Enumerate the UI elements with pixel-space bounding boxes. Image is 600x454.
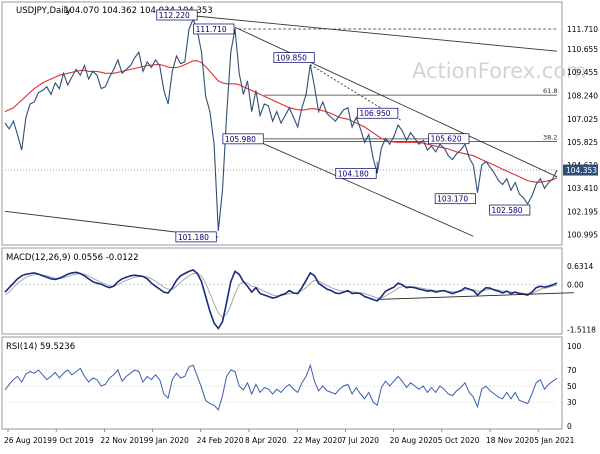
- x-tick-label: 20 Aug 2020: [390, 436, 438, 445]
- macd-y-tick-label: -1.5118: [567, 325, 596, 334]
- last-price-box: [563, 164, 598, 176]
- price-grid: 61.8 38.2: [4, 15, 558, 238]
- rsi-title: RSI(14) 59.5236: [6, 342, 75, 352]
- falling-channel-top: [234, 26, 558, 178]
- last-price-label: 104.353: [566, 166, 597, 175]
- rsi-y-tick-label: 30: [567, 398, 577, 407]
- rsi-layer: [4, 363, 558, 412]
- falling-channel-bottom: [251, 138, 474, 237]
- price-annotation-box: [193, 23, 235, 35]
- x-tick-label: 9 Oct 2019: [52, 436, 94, 445]
- price-annotation-label: 103.170: [437, 195, 468, 204]
- price-annotation-label: 105.980: [225, 135, 256, 144]
- price-y-tick-label: 108.240: [567, 92, 598, 101]
- price-annotation-label: 105.620: [431, 135, 462, 144]
- x-tick-label: 5 Jan 2021: [534, 436, 574, 445]
- rsi-y-tick-label: 70: [567, 366, 577, 375]
- x-tick-label: 22 May 2020: [293, 436, 342, 445]
- price-annotation-label: 112.220: [159, 11, 190, 20]
- price-y-tick-label: 111.710: [567, 25, 598, 34]
- price-annotation-box: [222, 133, 264, 145]
- price-annotation-label: 102.580: [492, 206, 523, 215]
- rsi-y-tick-label: 0: [567, 422, 572, 431]
- macd-y-tick-label: 0.6314: [567, 262, 593, 271]
- x-tick-label: 8 Apr 2020: [245, 436, 287, 445]
- price-annotation-box: [335, 168, 377, 179]
- price-annotation-box: [489, 204, 531, 216]
- price-y-tick-label: 102.195: [567, 207, 598, 216]
- x-tick-label: 18 Nov 2020: [486, 436, 534, 445]
- x-tick-label: 9 Jan 2020: [149, 436, 189, 445]
- price-annotation-box: [175, 231, 217, 243]
- chart-title: USDJPY,Daily: [16, 6, 71, 16]
- rsi-line: [4, 363, 558, 412]
- long-channel-top: [193, 15, 558, 52]
- macd-support-trendline: [377, 292, 574, 300]
- x-tick-label: 26 Aug 2019: [4, 436, 52, 445]
- price-annotation-label: 111.710: [196, 25, 227, 34]
- price-y-tick-label: 100.995: [567, 230, 598, 239]
- x-tick-label: 22 Nov 2019: [100, 436, 148, 445]
- macd-layer: [4, 268, 574, 330]
- price-annotation-label: 101.180: [178, 233, 209, 242]
- price-y-tick-label: 109.455: [567, 68, 598, 77]
- moving-average-line: [4, 60, 558, 183]
- price-annotation-box: [357, 107, 399, 119]
- price-y-tick-label: 105.825: [567, 138, 598, 147]
- rsi-y-tick-label: 50: [567, 382, 577, 391]
- price-y-tick-label: 103.410: [567, 184, 598, 193]
- macd-line: [4, 268, 558, 330]
- price-y-tick-label: 110.655: [567, 45, 598, 54]
- x-tick-label: 7 Jul 2020: [341, 436, 379, 445]
- macd-panel: [1, 247, 563, 335]
- watermark: ActionForex.com: [412, 59, 587, 83]
- ohlc-readout: 104.070 104.362 104.034 104.353: [64, 6, 213, 16]
- price-y-tick-label: 107.025: [567, 115, 598, 124]
- price-annotation-label: 104.180: [338, 169, 369, 178]
- x-tick-label: 24 Feb 2020: [197, 436, 244, 445]
- macd-title: MACD(12,26,9) 0.0556 -0.0122: [6, 253, 139, 263]
- price-annotation-label: 109.850: [276, 54, 307, 63]
- price-line: [4, 17, 558, 231]
- price-annotation-box: [156, 9, 198, 21]
- price-annotation-box: [428, 133, 470, 145]
- fib-level-label: 61.8: [543, 87, 557, 95]
- fib-level-label: 38.2: [543, 133, 557, 141]
- macd-y-tick-label: 0.00: [567, 281, 584, 290]
- price-layer: 112.220 111.710 101.180 109.850 105.980 104.1…: [4, 9, 558, 243]
- x-tick-label: 5 Oct 2020: [438, 436, 480, 445]
- price-annotation-label: 106.950: [360, 109, 391, 118]
- price-annotation-box: [273, 52, 315, 63]
- rsi-panel: [1, 336, 563, 430]
- price-panel: [1, 1, 563, 246]
- rsi-y-tick-label: 100: [567, 342, 582, 351]
- price-annotation-box: [434, 193, 476, 205]
- axis-layer: 111.710 110.655 109.455 108.240 107.025 105.8…: [4, 25, 598, 445]
